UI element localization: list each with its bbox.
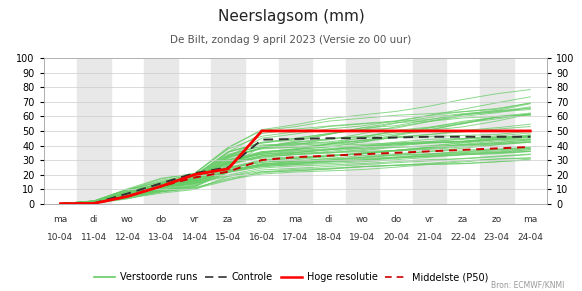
Text: do: do: [391, 215, 402, 224]
Text: ma: ma: [54, 215, 68, 224]
Text: vr: vr: [425, 215, 434, 224]
Text: za: za: [223, 215, 233, 224]
Text: 14-04: 14-04: [182, 233, 208, 242]
Text: 18-04: 18-04: [316, 233, 342, 242]
Text: za: za: [458, 215, 469, 224]
Text: 16-04: 16-04: [249, 233, 275, 242]
Bar: [211, 58, 245, 204]
Text: zo: zo: [257, 215, 267, 224]
Text: 20-04: 20-04: [383, 233, 409, 242]
Text: 12-04: 12-04: [115, 233, 141, 242]
Legend: Verstoorde runs, Controle, Hoge resolutie, Middelste (P50): Verstoorde runs, Controle, Hoge resoluti…: [90, 268, 492, 286]
Text: di: di: [325, 215, 333, 224]
Bar: [413, 58, 446, 204]
Text: 11-04: 11-04: [81, 233, 107, 242]
Text: 24-04: 24-04: [517, 233, 543, 242]
Text: 22-04: 22-04: [450, 233, 476, 242]
Text: wo: wo: [356, 215, 369, 224]
Text: ma: ma: [523, 215, 537, 224]
Text: di: di: [90, 215, 98, 224]
Text: 23-04: 23-04: [484, 233, 510, 242]
Bar: [346, 58, 379, 204]
Text: 10-04: 10-04: [47, 233, 73, 242]
Bar: [77, 58, 111, 204]
Text: 21-04: 21-04: [417, 233, 443, 242]
Text: 15-04: 15-04: [215, 233, 242, 242]
Text: wo: wo: [121, 215, 134, 224]
Text: do: do: [155, 215, 166, 224]
Bar: [144, 58, 178, 204]
Bar: [279, 58, 312, 204]
Text: 17-04: 17-04: [282, 233, 308, 242]
Text: 13-04: 13-04: [148, 233, 174, 242]
Text: Neerslagsom (mm): Neerslagsom (mm): [218, 9, 364, 24]
Bar: [480, 58, 513, 204]
Text: zo: zo: [492, 215, 502, 224]
Text: Bron: ECMWF/KNMI: Bron: ECMWF/KNMI: [491, 281, 565, 290]
Text: 19-04: 19-04: [349, 233, 375, 242]
Text: vr: vr: [190, 215, 199, 224]
Text: ma: ma: [288, 215, 303, 224]
Text: De Bilt, zondag 9 april 2023 (Versie zo 00 uur): De Bilt, zondag 9 april 2023 (Versie zo …: [171, 35, 411, 45]
